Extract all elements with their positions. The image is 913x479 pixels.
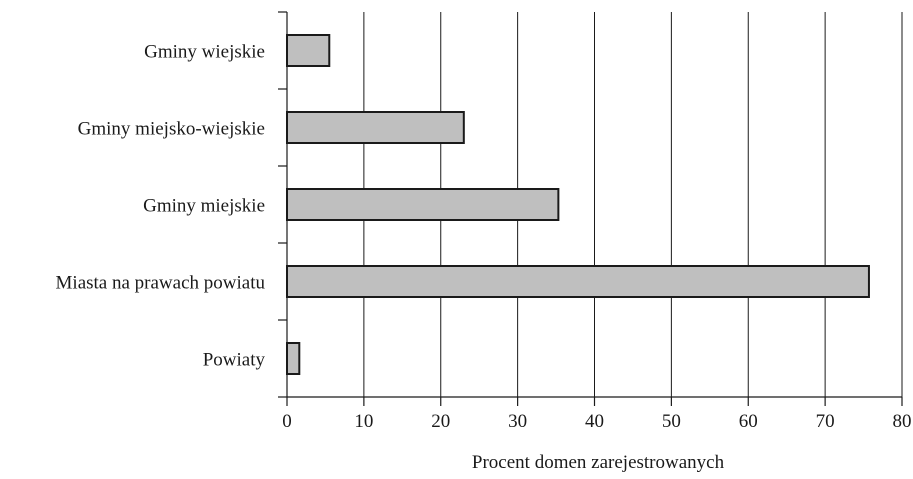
category-label: Miasta na prawach powiatu — [56, 273, 266, 294]
x-tick-label: 50 — [662, 411, 681, 432]
x-tick-label: 60 — [739, 411, 758, 432]
bar-3 — [286, 265, 870, 298]
bar-1 — [286, 111, 465, 144]
x-tick-label: 40 — [585, 411, 604, 432]
axes — [278, 11, 903, 406]
bar-4 — [286, 342, 301, 375]
x-tick-label: 80 — [893, 411, 912, 432]
category-label: Gminy miejskie — [143, 196, 265, 217]
x-axis-title: Procent domen zarejestrowanych — [472, 452, 725, 473]
bar-2 — [286, 188, 560, 221]
category-label: Gminy wiejskie — [144, 42, 265, 63]
bars — [286, 34, 870, 375]
category-label: Powiaty — [203, 350, 266, 371]
x-tick-label: 20 — [431, 411, 450, 432]
x-tick-label: 30 — [508, 411, 527, 432]
x-tick-label: 70 — [816, 411, 835, 432]
x-tick-label: 0 — [282, 411, 292, 432]
bar-0 — [286, 34, 331, 67]
category-label: Gminy miejsko-wiejskie — [78, 119, 265, 140]
x-tick-label: 10 — [354, 411, 373, 432]
labels: 0 10 20 30 40 50 60 70 80 Gminy wiejskie Gminy mie… — [56, 42, 912, 433]
